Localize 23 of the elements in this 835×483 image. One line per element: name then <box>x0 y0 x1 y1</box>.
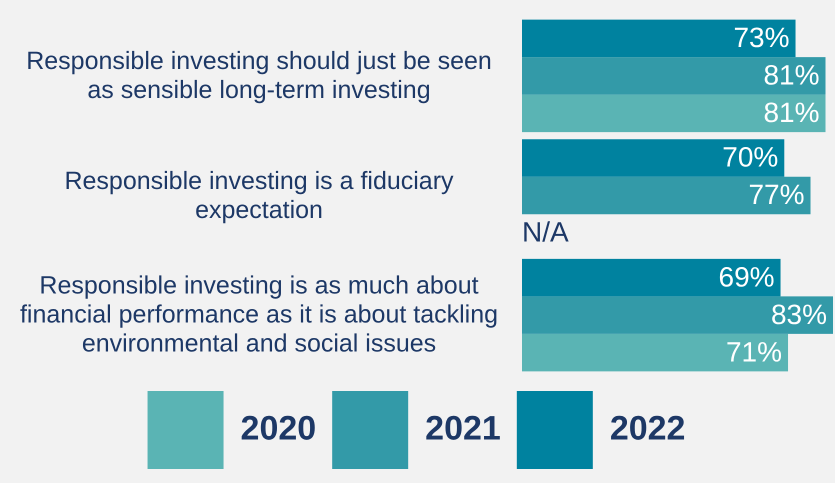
legend-label: 2020 <box>240 409 316 448</box>
y-tick-label: Responsible investing should just be seen as sensible long-term investing <box>25 46 493 105</box>
y-tick-label: Responsible investing is as much about financial performance as it is about tackling environmental and social issues <box>18 272 500 359</box>
legend-label: 2022 <box>610 409 686 448</box>
data-label: 77% <box>748 179 805 210</box>
data-label: 83% <box>770 298 827 330</box>
bar <box>522 296 833 334</box>
bar <box>522 20 796 58</box>
data-label: 81% <box>763 97 820 128</box>
bar <box>522 334 788 372</box>
annotation: N/A <box>522 216 569 248</box>
bar <box>522 258 781 296</box>
data-label: 70% <box>722 142 778 173</box>
legend-label: 2021 <box>425 409 501 448</box>
data-label: 73% <box>733 22 790 54</box>
bar <box>522 94 826 132</box>
data-label: 69% <box>718 261 775 292</box>
bar <box>522 139 784 177</box>
bar <box>522 57 826 95</box>
data-label: 71% <box>726 336 782 368</box>
bar <box>522 176 811 214</box>
y-tick-label: Responsible investing is a fiduciary expectation <box>63 166 455 224</box>
data-label: 81% <box>763 60 820 91</box>
